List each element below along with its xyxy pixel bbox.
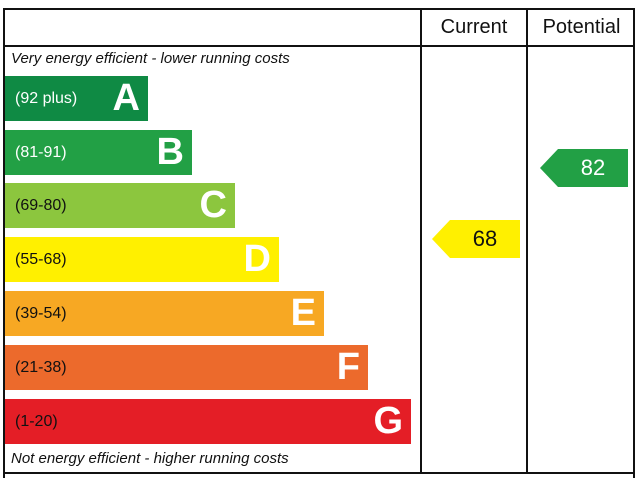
top-note: Very energy efficient - lower running co… [11,50,290,67]
band-letter: G [373,400,403,442]
band-c-bar: (69-80) C [5,183,235,228]
bottom-note: Not energy efficient - higher running co… [11,450,289,467]
band-g-bar: (1-20) G [5,399,411,444]
column-divider [420,8,422,474]
potential-header: Potential [542,16,621,38]
band-b-bar: (81-91) B [5,130,192,175]
current-rating-value: 68 [472,226,498,251]
band-range: (21-38) [15,359,67,376]
bottom-divider [3,472,635,474]
band-a-bar: (92 plus) A [5,76,148,121]
band-letter: E [290,292,316,334]
band-range: (55-68) [15,251,67,268]
band-range: (92 plus) [15,90,78,107]
band-letter: F [336,346,360,388]
band-range: (1-20) [15,413,58,430]
band-letter: D [243,238,271,280]
band-range: (69-80) [15,197,67,214]
potential-arrow-shape [540,149,628,187]
band-letter: A [112,77,140,119]
potential-rating-arrow: 82 [540,149,628,187]
band-letter: C [199,184,227,226]
band-letter: B [156,131,184,173]
band-range: (81-91) [15,144,67,161]
chart-frame [3,8,635,478]
current-rating-arrow: 68 [432,220,520,258]
current-header: Current [440,16,508,38]
column-divider [526,8,528,474]
band-f-bar: (21-38) F [5,345,368,390]
band-e-bar: (39-54) E [5,291,324,336]
current-arrow-shape [432,220,520,258]
band-range: (39-54) [15,305,67,322]
header-divider [3,45,635,47]
band-d-bar: (55-68) D [5,237,279,282]
potential-rating-value: 82 [580,155,606,180]
